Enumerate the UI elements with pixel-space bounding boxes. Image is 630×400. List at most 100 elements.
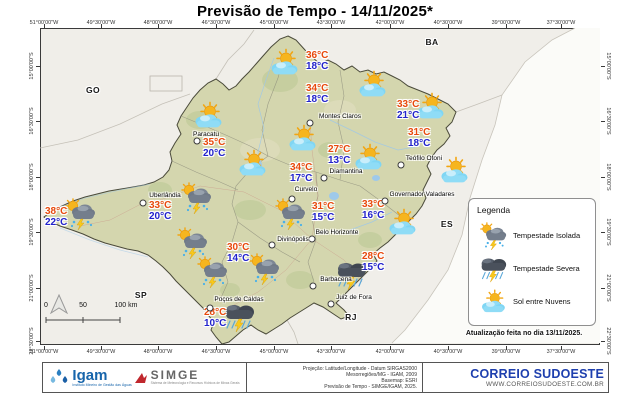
tick-left — [36, 121, 40, 122]
storm-severe-icon — [334, 259, 368, 296]
brand-url: WWW.CORREIOSUDOESTE.COM.BR — [486, 380, 604, 388]
temp-min: 15°C — [362, 261, 385, 273]
temp-max: 35°C — [203, 137, 226, 148]
storm-isolated-icon — [248, 253, 280, 290]
station-temps: 33°C 20°C — [149, 200, 172, 222]
storm-severe-icon — [222, 301, 256, 338]
temp-min: 18°C — [306, 93, 329, 105]
lon-label-top: 42°00'00"W — [375, 20, 405, 26]
sun-cloud-icon — [477, 289, 509, 314]
legend-item-storm-isolated: Tempestade Isolada — [477, 219, 587, 252]
city-label: Barbacena — [320, 276, 352, 283]
footer-brand-cell: CORREIO SUDOESTE WWW.CORREIOSUDOESTE.COM… — [423, 363, 608, 392]
tick-top — [101, 24, 102, 28]
station-temps: 36°C 18°C — [306, 50, 328, 72]
temp-max: 28°C — [362, 251, 385, 262]
station-temps: 38°C 22°C — [45, 206, 68, 228]
temp-min: 22°C — [45, 216, 68, 228]
city-label: Juiz de Fora — [336, 294, 372, 301]
footer-credits-cell: Projeção: Latitude/Longitude - Datum SIR… — [247, 363, 423, 392]
lon-label-bottom: 46°30'00"W — [201, 349, 231, 355]
lat-label-left: 19°30'00"S — [29, 218, 35, 246]
scale-label-0: 0 — [44, 302, 48, 309]
storm-isolated-icon — [477, 221, 509, 250]
sun-cloud-icon — [356, 70, 388, 104]
station-temps: 31°C 15°C — [312, 201, 334, 223]
lat-label-left: 16°30'00"S — [29, 107, 35, 135]
lon-label-top: 46°30'00"W — [201, 20, 231, 26]
city-marker — [306, 119, 314, 127]
lat-label-left: 18°00'00"S — [29, 163, 35, 191]
lon-label-top: 37°30'00"W — [546, 20, 576, 26]
storm-isolated-icon — [196, 256, 228, 293]
scale-label-100: 100 km — [114, 302, 138, 309]
tick-top — [448, 24, 449, 28]
temp-max: 33°C — [397, 99, 420, 110]
igam-name: Igam — [72, 366, 108, 384]
tick-top — [561, 24, 562, 28]
lon-label-top: 45°00'00"W — [259, 20, 289, 26]
lat-label-right: 15°00'00"S — [605, 52, 611, 80]
footer-logos-cell: Igam Instituto Mineiro de Gestão das Águ… — [43, 363, 247, 392]
city-marker — [320, 174, 328, 182]
city-label: Uberlândia — [149, 192, 181, 199]
temp-min: 17°C — [290, 172, 313, 184]
tick-left — [36, 66, 40, 67]
tick-left — [36, 177, 40, 178]
lon-label-top: 40°30'00"W — [433, 20, 463, 26]
tick-bottom — [274, 346, 275, 350]
legend-box: Legenda Tempestade Isolada Tempestade Se… — [468, 198, 596, 326]
city-marker — [268, 241, 276, 249]
state-label-ba: BA — [425, 37, 439, 47]
state-label-go: GO — [85, 85, 101, 95]
city-label: Diamantina — [329, 168, 363, 175]
city-label: Governador Valadares — [389, 191, 455, 198]
temp-min: 10°C — [204, 317, 227, 329]
tick-top — [506, 24, 507, 28]
city-label: Belo Horizonte — [315, 229, 359, 236]
city-marker — [193, 137, 201, 145]
city-label: Teófilo Otoni — [405, 155, 443, 162]
temp-max: 31°C — [408, 127, 431, 138]
tick-left — [36, 341, 40, 342]
tick-right — [601, 66, 605, 67]
lon-label-bottom: 42°00'00"W — [375, 349, 405, 355]
tick-right — [601, 341, 605, 342]
state-label-es: ES — [440, 219, 454, 229]
state-label-sp: SP — [134, 290, 148, 300]
city-marker — [288, 195, 296, 203]
tick-left — [36, 232, 40, 233]
sun-cloud-icon — [438, 156, 470, 190]
lon-label-bottom: 51°00'00"W — [29, 349, 59, 355]
north-arrow-icon — [49, 293, 69, 319]
tick-top — [158, 24, 159, 28]
city-label: Montes Claros — [319, 113, 361, 120]
tick-right — [601, 288, 605, 289]
state-label-rj: RJ — [345, 312, 357, 322]
lat-label-left: 21°00'00"S — [29, 274, 35, 302]
igam-subtitle: Instituto Mineiro de Gestão das Águas — [72, 382, 132, 387]
city-label: Curvelo — [294, 186, 318, 193]
station-temps: 34°C 18°C — [306, 83, 329, 105]
sun-cloud-icon — [192, 101, 224, 135]
station-temps: 35°C 20°C — [203, 137, 226, 159]
city-marker — [139, 199, 147, 207]
lon-label-bottom: 37°30'00"W — [546, 349, 576, 355]
temp-min: 14°C — [227, 252, 250, 264]
temp-max: 34°C — [290, 162, 313, 173]
tick-top — [274, 24, 275, 28]
tick-bottom — [448, 346, 449, 350]
credit-basemap: Basemap: ESRI — [381, 377, 417, 384]
simge-flag-icon — [134, 372, 147, 383]
tick-right — [601, 177, 605, 178]
tick-top — [44, 24, 45, 28]
temp-max: 33°C — [149, 200, 172, 211]
lon-label-bottom: 43°30'00"W — [316, 349, 346, 355]
sun-cloud-icon — [414, 92, 446, 126]
simge-logo: SIMGE Sistema de Meteorologia e Recursos… — [133, 369, 240, 385]
tick-bottom — [390, 346, 391, 350]
tick-left — [36, 288, 40, 289]
lat-label-right: 19°30'00"S — [605, 218, 611, 246]
temp-min: 20°C — [149, 210, 172, 222]
simge-subtitle: Sistema de Meteorologia e Recursos Hídri… — [150, 381, 240, 385]
